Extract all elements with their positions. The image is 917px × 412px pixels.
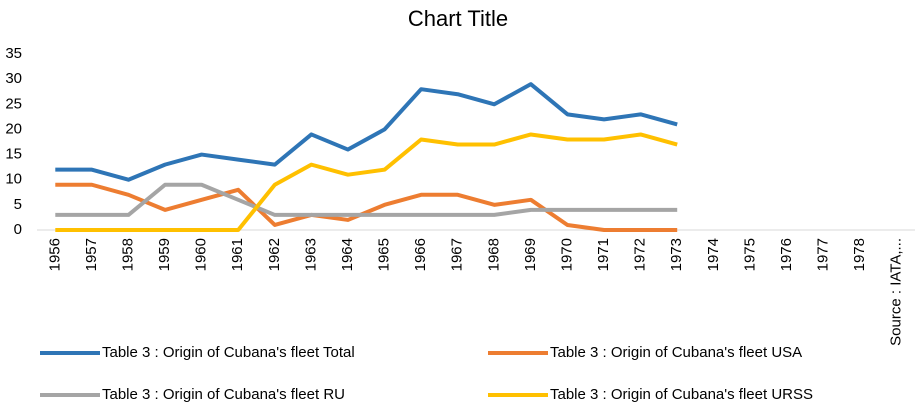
x-tick-label: 1978 xyxy=(851,238,868,271)
y-tick-label: 15 xyxy=(5,146,22,163)
x-tick-label: 1965 xyxy=(376,238,393,271)
x-tick-label: 1977 xyxy=(815,238,832,271)
x-tick-label: 1960 xyxy=(193,238,210,271)
chart-title: Chart Title xyxy=(408,6,508,31)
x-tick-label: 1967 xyxy=(449,238,466,271)
x-tick-label: 1973 xyxy=(668,238,685,271)
x-tick-label: 1976 xyxy=(778,238,795,271)
x-tick-label: 1962 xyxy=(266,238,283,271)
y-tick-label: 25 xyxy=(5,95,22,112)
legend-label: Table 3 : Origin of Cubana's fleet RU xyxy=(102,386,345,403)
x-tick-label: 1966 xyxy=(412,238,429,271)
y-tick-label: 20 xyxy=(5,120,22,137)
legend-label: Table 3 : Origin of Cubana's fleet USA xyxy=(550,344,802,361)
x-tick-label: 1974 xyxy=(705,238,722,271)
y-tick-label: 30 xyxy=(5,70,22,87)
x-tick-label: 1964 xyxy=(339,238,356,271)
x-tick-label: 1963 xyxy=(302,238,319,271)
y-tick-label: 0 xyxy=(14,221,22,238)
x-tick-label: 1971 xyxy=(595,238,612,271)
x-tick-label: 1961 xyxy=(229,238,246,271)
x-tick-label: 1970 xyxy=(558,238,575,271)
x-tick-label: 1957 xyxy=(83,238,100,271)
x-tick-label: 1956 xyxy=(46,238,63,271)
y-tick-label: 35 xyxy=(5,45,22,62)
series-line xyxy=(55,182,678,232)
y-tick-label: 5 xyxy=(14,196,22,213)
series-line xyxy=(55,82,678,182)
x-tick-label: Source : IATA,... xyxy=(888,238,905,346)
legend-label: Table 3 : Origin of Cubana's fleet Total xyxy=(102,344,355,361)
x-tick-label: 1969 xyxy=(522,238,539,271)
x-tick-label: 1959 xyxy=(156,238,173,271)
series-line xyxy=(55,182,678,217)
x-tick-label: 1968 xyxy=(485,238,502,271)
series-line xyxy=(55,132,678,232)
x-tick-label: 1972 xyxy=(632,238,649,271)
x-tick-label: 1958 xyxy=(119,238,136,271)
x-tick-label: 1975 xyxy=(741,238,758,271)
y-tick-label: 10 xyxy=(5,171,22,188)
legend-label: Table 3 : Origin of Cubana's fleet URSS xyxy=(550,386,813,403)
